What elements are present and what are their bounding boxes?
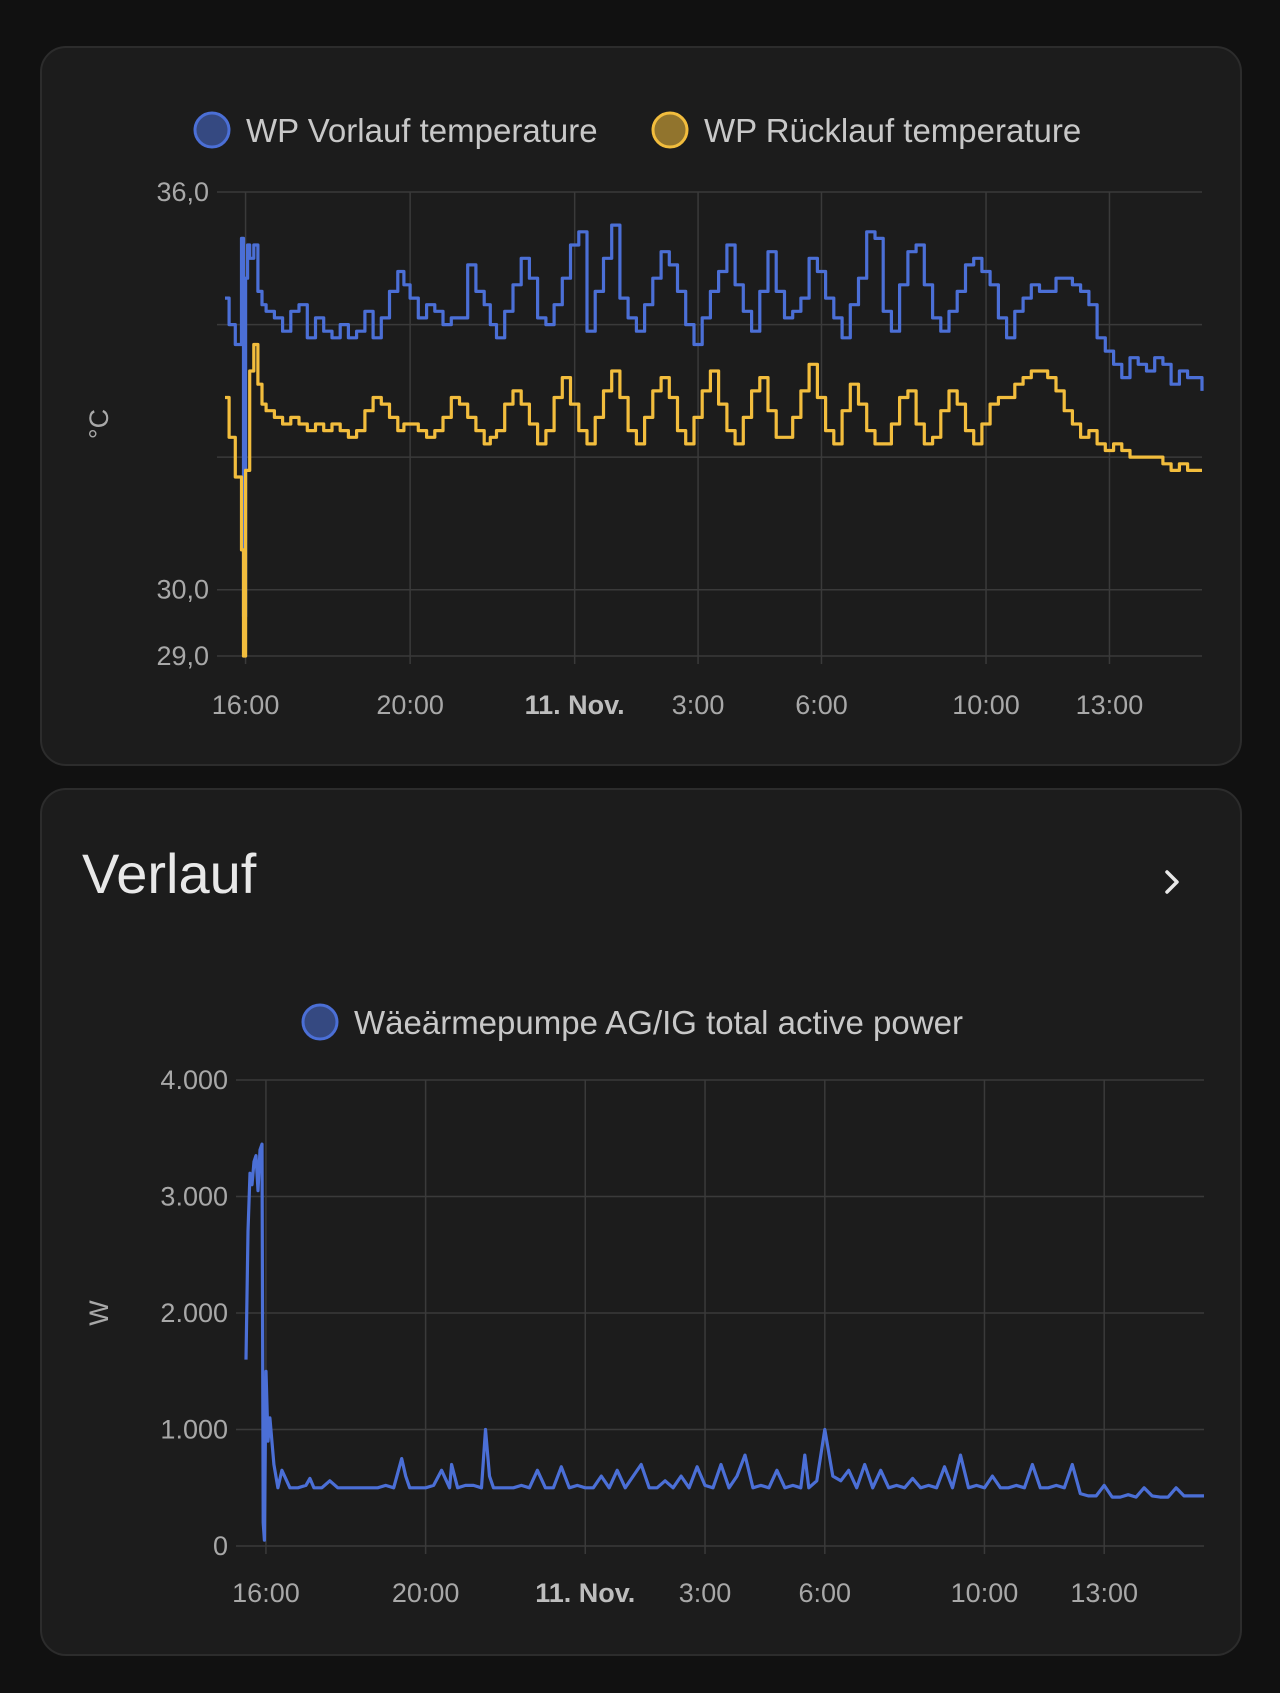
legend-label: Wäeärmepumpe AG/IG total active power: [354, 1004, 963, 1041]
legend-label: WP Vorlauf temperature: [246, 112, 598, 149]
series-line[interactable]: [244, 1142, 1204, 1542]
power-history-card: Verlauf 0 1.000 2.000 3.000 4.000 16:00 20:00 1…: [40, 788, 1242, 1656]
y-axis-label: W: [84, 1300, 114, 1326]
legend-item[interactable]: WP Rücklauf temperature: [651, 111, 1081, 149]
x-tick-label: 3:00: [679, 1578, 732, 1608]
x-tick-label: 11. Nov.: [535, 1578, 635, 1608]
x-tick-label: 6:00: [795, 690, 848, 720]
y-tick-label: 3.000: [160, 1182, 228, 1212]
y-tick-label: 30,0: [156, 575, 209, 605]
temperature-history-card: 29,0 30,0 36,0 16:00 20:00 11. Nov. 3:00 6:00 10…: [40, 46, 1242, 766]
power-chart: 0 1.000 2.000 3.000 4.000 16:00 20:00 11. Nov. 3…: [84, 1003, 1204, 1608]
y-tick-label: 2.000: [160, 1298, 228, 1328]
temperature-chart: 29,0 30,0 36,0 16:00 20:00 11. Nov. 3:00 6:00 10…: [84, 111, 1204, 720]
x-tick-label: 16:00: [232, 1578, 300, 1608]
legend-swatch: [651, 111, 689, 149]
legend-item[interactable]: Wäeärmepumpe AG/IG total active power: [301, 1003, 963, 1041]
x-tick-label: 6:00: [799, 1578, 852, 1608]
x-tick-label: 10:00: [951, 1578, 1019, 1608]
x-tick-label: 16:00: [212, 690, 280, 720]
more-info-button[interactable]: [1152, 862, 1192, 902]
legend-item[interactable]: WP Vorlauf temperature: [193, 111, 598, 149]
series-line[interactable]: [225, 342, 1202, 658]
y-tick-label: 4.000: [160, 1065, 228, 1095]
legend-label: WP Rücklauf temperature: [704, 112, 1081, 149]
chevron-right-icon: [1165, 870, 1179, 894]
legend-swatch: [301, 1003, 339, 1041]
legend-swatch: [193, 111, 231, 149]
y-tick-label: 29,0: [156, 641, 209, 671]
card-title: Verlauf: [82, 842, 257, 905]
y-tick-label: 1.000: [160, 1415, 228, 1445]
x-tick-label: 10:00: [952, 690, 1020, 720]
y-tick-label: 36,0: [156, 177, 209, 207]
y-axis-label: °C: [84, 409, 114, 439]
x-tick-label: 13:00: [1070, 1578, 1138, 1608]
y-tick-label: 0: [213, 1531, 228, 1561]
x-tick-label: 3:00: [672, 690, 725, 720]
x-tick-label: 20:00: [376, 690, 444, 720]
x-tick-label: 13:00: [1076, 690, 1144, 720]
series-line[interactable]: [225, 223, 1204, 618]
x-tick-label: 11. Nov.: [525, 690, 625, 720]
x-tick-label: 20:00: [392, 1578, 460, 1608]
